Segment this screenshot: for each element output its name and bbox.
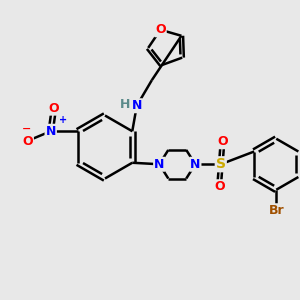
Text: O: O (155, 23, 166, 36)
Text: H: H (120, 98, 130, 111)
Text: O: O (217, 135, 228, 148)
Text: Br: Br (268, 204, 284, 217)
Text: N: N (46, 125, 56, 138)
Text: −: − (22, 124, 32, 134)
Text: +: + (59, 115, 67, 125)
Text: N: N (190, 158, 200, 171)
Text: S: S (216, 157, 226, 171)
Text: O: O (22, 135, 33, 148)
Text: N: N (132, 99, 142, 112)
Text: O: O (48, 102, 59, 115)
Text: O: O (214, 180, 225, 193)
Text: N: N (154, 158, 164, 171)
